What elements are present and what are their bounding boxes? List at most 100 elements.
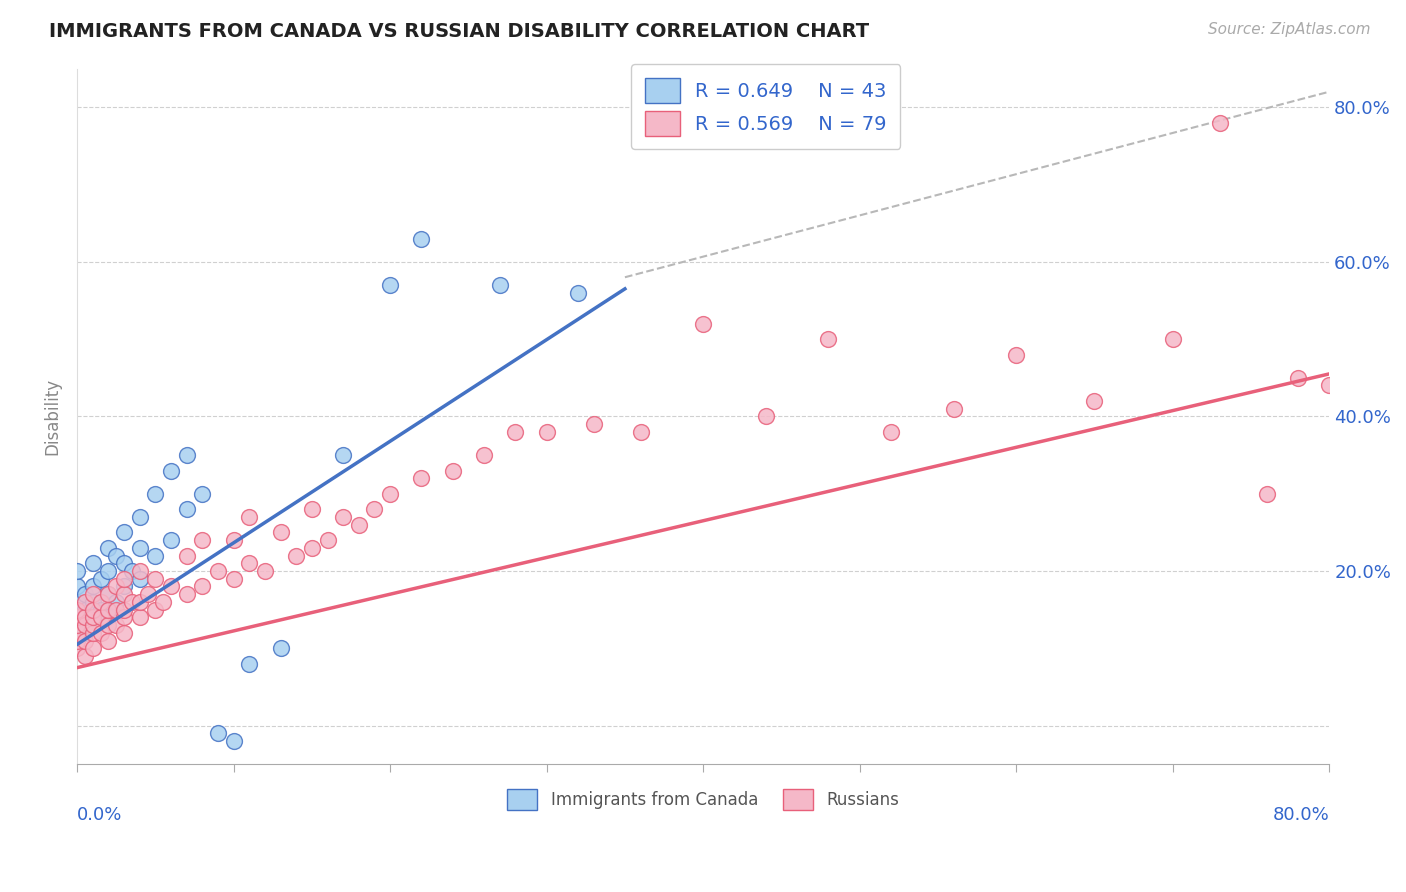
Point bbox=[112, 602, 135, 616]
Point bbox=[630, 425, 652, 439]
Point bbox=[270, 641, 292, 656]
Point bbox=[66, 641, 89, 656]
Point bbox=[128, 595, 150, 609]
Point bbox=[176, 502, 198, 516]
Point bbox=[347, 517, 370, 532]
Point bbox=[97, 587, 120, 601]
Point bbox=[112, 525, 135, 540]
Point bbox=[73, 610, 96, 624]
Point bbox=[1256, 486, 1278, 500]
Point bbox=[82, 618, 104, 632]
Point bbox=[128, 509, 150, 524]
Point bbox=[73, 587, 96, 601]
Point bbox=[105, 618, 128, 632]
Point bbox=[1208, 115, 1230, 129]
Point bbox=[73, 625, 96, 640]
Point bbox=[105, 549, 128, 563]
Point bbox=[73, 602, 96, 616]
Point bbox=[880, 425, 903, 439]
Point bbox=[97, 633, 120, 648]
Point bbox=[441, 463, 464, 477]
Point bbox=[66, 602, 89, 616]
Point bbox=[472, 448, 495, 462]
Point bbox=[143, 572, 166, 586]
Point bbox=[128, 610, 150, 624]
Point bbox=[112, 625, 135, 640]
Text: Source: ZipAtlas.com: Source: ZipAtlas.com bbox=[1208, 22, 1371, 37]
Point bbox=[66, 579, 89, 593]
Point bbox=[1317, 378, 1340, 392]
Point bbox=[112, 587, 135, 601]
Point bbox=[66, 564, 89, 578]
Point bbox=[82, 556, 104, 570]
Point bbox=[97, 564, 120, 578]
Point bbox=[301, 502, 323, 516]
Point bbox=[66, 595, 89, 609]
Point bbox=[378, 486, 401, 500]
Point bbox=[82, 610, 104, 624]
Point bbox=[1005, 347, 1028, 361]
Text: 80.0%: 80.0% bbox=[1272, 806, 1329, 824]
Point bbox=[176, 448, 198, 462]
Point bbox=[567, 285, 589, 300]
Point bbox=[97, 541, 120, 555]
Point bbox=[411, 231, 433, 245]
Point bbox=[207, 726, 229, 740]
Point bbox=[207, 564, 229, 578]
Text: 0.0%: 0.0% bbox=[77, 806, 122, 824]
Point bbox=[128, 572, 150, 586]
Point bbox=[176, 549, 198, 563]
Point bbox=[97, 610, 120, 624]
Point bbox=[191, 533, 214, 547]
Point bbox=[488, 277, 510, 292]
Point bbox=[82, 579, 104, 593]
Point bbox=[222, 533, 245, 547]
Point bbox=[105, 602, 128, 616]
Point bbox=[73, 595, 96, 609]
Point bbox=[411, 471, 433, 485]
Point bbox=[73, 648, 96, 663]
Point bbox=[90, 595, 112, 609]
Y-axis label: Disability: Disability bbox=[44, 378, 60, 455]
Point bbox=[378, 277, 401, 292]
Point bbox=[152, 595, 174, 609]
Point bbox=[105, 595, 128, 609]
Point bbox=[66, 610, 89, 624]
Point bbox=[222, 734, 245, 748]
Point bbox=[97, 618, 120, 632]
Point bbox=[191, 579, 214, 593]
Point bbox=[692, 317, 714, 331]
Point bbox=[82, 595, 104, 609]
Point bbox=[160, 533, 183, 547]
Point bbox=[66, 602, 89, 616]
Point bbox=[82, 625, 104, 640]
Point bbox=[536, 425, 558, 439]
Point bbox=[160, 463, 183, 477]
Point bbox=[1083, 393, 1105, 408]
Point bbox=[942, 401, 965, 416]
Point bbox=[90, 602, 112, 616]
Point bbox=[112, 572, 135, 586]
Point bbox=[66, 610, 89, 624]
Point bbox=[66, 625, 89, 640]
Point bbox=[316, 533, 339, 547]
Point bbox=[253, 564, 276, 578]
Point bbox=[128, 541, 150, 555]
Point bbox=[222, 572, 245, 586]
Point bbox=[121, 595, 143, 609]
Point bbox=[82, 618, 104, 632]
Point bbox=[1286, 370, 1309, 384]
Point bbox=[73, 618, 96, 632]
Point bbox=[332, 509, 354, 524]
Point bbox=[191, 486, 214, 500]
Text: IMMIGRANTS FROM CANADA VS RUSSIAN DISABILITY CORRELATION CHART: IMMIGRANTS FROM CANADA VS RUSSIAN DISABI… bbox=[49, 22, 869, 41]
Point bbox=[143, 602, 166, 616]
Point bbox=[112, 579, 135, 593]
Point bbox=[105, 579, 128, 593]
Point bbox=[97, 587, 120, 601]
Point bbox=[505, 425, 527, 439]
Point bbox=[82, 641, 104, 656]
Point bbox=[112, 556, 135, 570]
Point bbox=[143, 486, 166, 500]
Point bbox=[270, 525, 292, 540]
